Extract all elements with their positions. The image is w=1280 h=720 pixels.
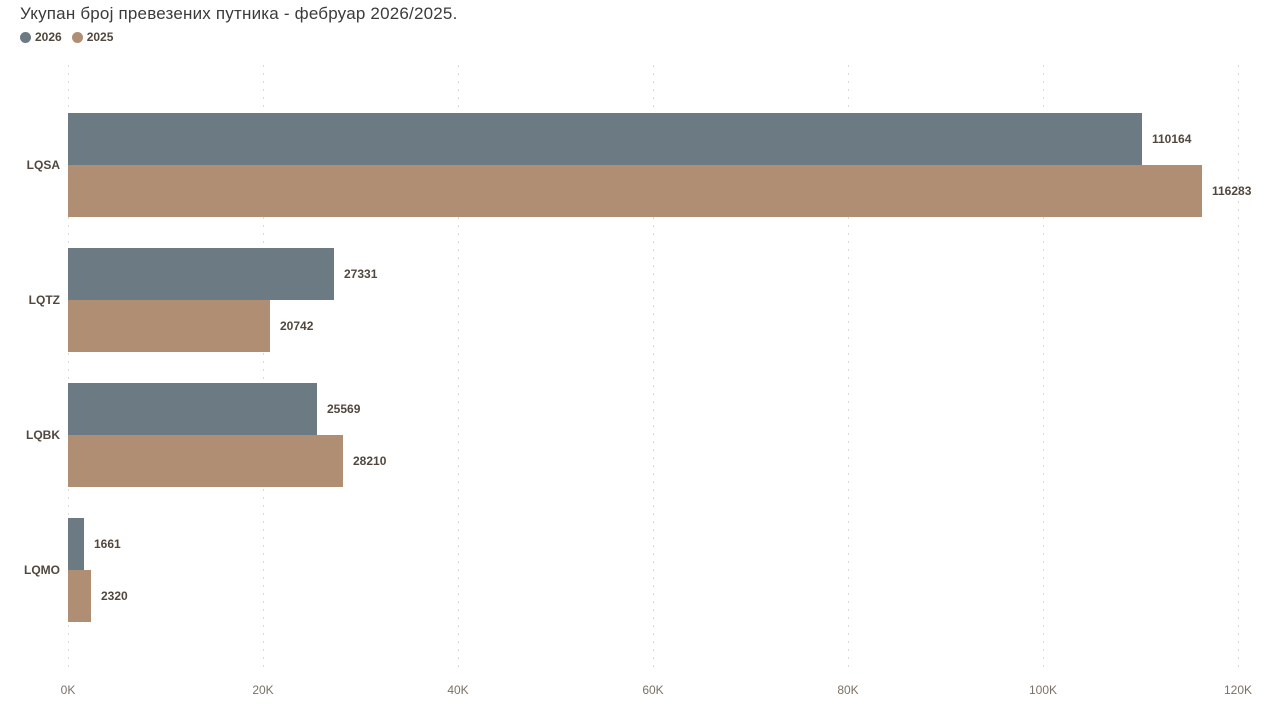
x-tick-label: 100K bbox=[1028, 683, 1058, 697]
bar-LQTZ-2025[interactable] bbox=[68, 300, 270, 352]
data-label-LQSA-2026: 110164 bbox=[1152, 132, 1192, 146]
legend-label: 2026 bbox=[35, 30, 62, 44]
chart-title: Укупан број превезених путника - фебруар… bbox=[20, 4, 458, 23]
legend: 2026 2025 bbox=[20, 30, 113, 44]
category-label-LQMO: LQMO bbox=[24, 563, 60, 577]
x-tick-label: 20K bbox=[252, 683, 274, 697]
gridline bbox=[458, 65, 459, 672]
gridline bbox=[653, 65, 654, 672]
legend-swatch-icon bbox=[71, 31, 83, 43]
plot-area: 110164 116283 27331 20742 25569 28210 1661 2320 bbox=[68, 65, 1251, 672]
x-tick-label: 120K bbox=[1223, 683, 1253, 697]
legend-swatch-icon bbox=[20, 31, 31, 43]
x-tick-label: 60K bbox=[642, 683, 664, 697]
bar-LQTZ-2026[interactable] bbox=[68, 248, 334, 300]
data-label-LQTZ-2025: 20742 bbox=[280, 319, 314, 333]
data-label-LQSA-2025: 116283 bbox=[1212, 184, 1252, 198]
gridline bbox=[1238, 65, 1239, 672]
data-label-LQTZ-2026: 27331 bbox=[344, 267, 378, 281]
data-label-LQMO-2026: 1661 bbox=[94, 537, 121, 551]
gridline bbox=[68, 65, 69, 672]
data-label-LQBK-2025: 28210 bbox=[353, 454, 387, 468]
legend-item-2026[interactable]: 2026 bbox=[20, 30, 62, 44]
x-tick-label: 0K bbox=[60, 683, 76, 697]
category-label-LQTZ: LQTZ bbox=[28, 293, 60, 307]
legend-label: 2025 bbox=[86, 30, 114, 44]
x-tick-label: 80K bbox=[837, 683, 859, 697]
gridline bbox=[263, 65, 264, 672]
gridline bbox=[848, 65, 849, 672]
gridline bbox=[1043, 65, 1044, 672]
bar-LQBK-2026[interactable] bbox=[68, 383, 317, 435]
data-label-LQBK-2026: 25569 bbox=[327, 402, 361, 416]
x-tick-label: 40K bbox=[447, 683, 469, 697]
bar-LQMO-2025[interactable] bbox=[68, 570, 91, 622]
category-label-LQSA: LQSA bbox=[26, 158, 60, 172]
bar-LQBK-2025[interactable] bbox=[68, 435, 343, 487]
bar-LQSA-2025[interactable] bbox=[68, 165, 1202, 217]
data-label-LQMO-2025: 2320 bbox=[101, 589, 128, 603]
category-label-LQBK: LQBK bbox=[26, 428, 60, 442]
legend-item-2025[interactable]: 2025 bbox=[71, 30, 114, 44]
bar-LQMO-2026[interactable] bbox=[68, 518, 84, 570]
bar-LQSA-2026[interactable] bbox=[68, 113, 1142, 165]
